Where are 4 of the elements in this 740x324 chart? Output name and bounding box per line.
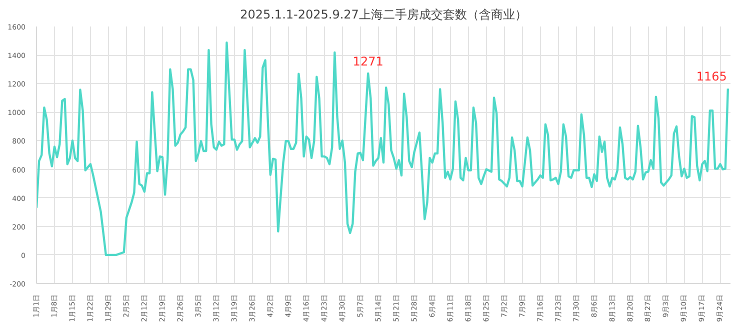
chart-title: 2025.1.1-2025.9.27上海二手房成交套数（含商业）	[240, 8, 527, 22]
annotation: 1165	[696, 70, 727, 84]
line-series	[36, 42, 730, 256]
annotation: 1271	[352, 54, 384, 68]
